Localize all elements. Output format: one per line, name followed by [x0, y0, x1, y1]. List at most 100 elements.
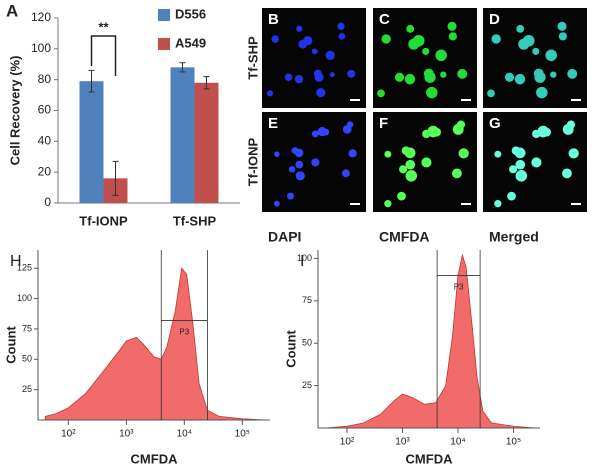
cell [515, 170, 528, 182]
cell [452, 168, 462, 179]
cell [494, 150, 502, 158]
cell [288, 166, 296, 173]
cell [342, 124, 352, 134]
y-axis-label: Cell Recovery (%) [7, 56, 22, 166]
micrograph [483, 8, 587, 108]
cell [568, 148, 579, 159]
panel-label: B [268, 11, 279, 28]
cell [426, 86, 438, 99]
cell [424, 71, 436, 83]
cell [317, 126, 327, 137]
y-tick-label: 75 [302, 295, 312, 305]
x-tick-label: 10⁴ [450, 437, 465, 448]
cell [394, 72, 405, 82]
cell [303, 36, 313, 46]
cell [404, 147, 416, 159]
cell [440, 71, 447, 78]
cell [399, 165, 408, 174]
cell [531, 157, 542, 168]
cell [329, 72, 335, 78]
cell [294, 74, 304, 84]
panel-label: D [489, 11, 500, 28]
y-tick-label: 100 [31, 41, 51, 55]
x-axis-label: CMFDA [131, 451, 179, 466]
cell [397, 191, 406, 201]
cell [448, 32, 457, 41]
cell [534, 71, 546, 83]
x-tick-label: 10³ [119, 429, 134, 440]
cell [522, 34, 535, 47]
y-tick-label: 120 [31, 10, 51, 24]
cell [384, 150, 392, 158]
significance-bracket [90, 35, 117, 76]
panel-label: E [268, 115, 278, 132]
cell [295, 160, 304, 169]
bar [79, 81, 104, 203]
x-tick-label: 10² [340, 437, 355, 448]
x-tick-label: Tf-IONP [79, 213, 128, 228]
legend-label: D556 [175, 6, 206, 21]
cell [337, 22, 345, 30]
micrograph [262, 8, 366, 108]
cell [507, 191, 516, 201]
cell [271, 35, 279, 43]
cell [487, 89, 495, 98]
cell [567, 68, 578, 79]
y-tick-label: 25 [22, 384, 32, 394]
y-axis-label: Count [283, 330, 298, 368]
panel-label: F [379, 115, 388, 132]
y-tick-label: 75 [22, 323, 32, 333]
cell [296, 25, 303, 32]
y-tick-label: 125 [17, 263, 32, 273]
cell [452, 123, 464, 135]
x-axis-label: CMFDA [406, 451, 454, 466]
cell [405, 159, 416, 170]
cell [404, 73, 416, 85]
cell [545, 49, 557, 62]
x-tick-label: 10⁴ [177, 429, 192, 440]
cell [514, 73, 526, 85]
cell [406, 24, 415, 33]
cell [311, 130, 319, 138]
panel-label: I [300, 253, 304, 270]
y-tick-label: 80 [38, 72, 52, 86]
bar [170, 67, 195, 203]
x-tick-label: 10³ [395, 437, 410, 448]
panel-label: G [489, 115, 501, 132]
cell [458, 148, 469, 159]
cell [266, 90, 274, 97]
y-tick-label: 100 [297, 253, 312, 263]
cell [284, 73, 293, 81]
cell [412, 34, 425, 47]
significance-label: ** [98, 19, 109, 34]
cell [504, 72, 515, 82]
panel-label: H [10, 253, 22, 270]
cell [381, 34, 391, 44]
legend-label: A549 [175, 35, 206, 50]
cell [435, 49, 447, 62]
cell [532, 47, 540, 55]
row-label: Tf-IONP [245, 137, 260, 186]
panel-label: A [6, 1, 18, 20]
y-axis-label: Count [3, 326, 18, 364]
cell [550, 71, 557, 78]
cell [347, 69, 356, 78]
y-tick-label: 50 [22, 354, 32, 364]
cell [325, 50, 335, 60]
cell [558, 32, 567, 41]
y-tick-label: 50 [302, 338, 312, 348]
cell [457, 68, 468, 79]
cell [514, 147, 526, 159]
legend-swatch [158, 9, 170, 21]
cell [273, 200, 280, 207]
cell [311, 48, 318, 55]
cell [421, 157, 432, 168]
x-tick-label: 10² [61, 429, 76, 440]
y-tick-label: 100 [17, 293, 32, 303]
cell [494, 200, 502, 208]
y-tick-label: 25 [302, 380, 312, 390]
y-tick-label: 60 [38, 103, 52, 117]
cell [537, 125, 549, 138]
cell [447, 21, 457, 31]
